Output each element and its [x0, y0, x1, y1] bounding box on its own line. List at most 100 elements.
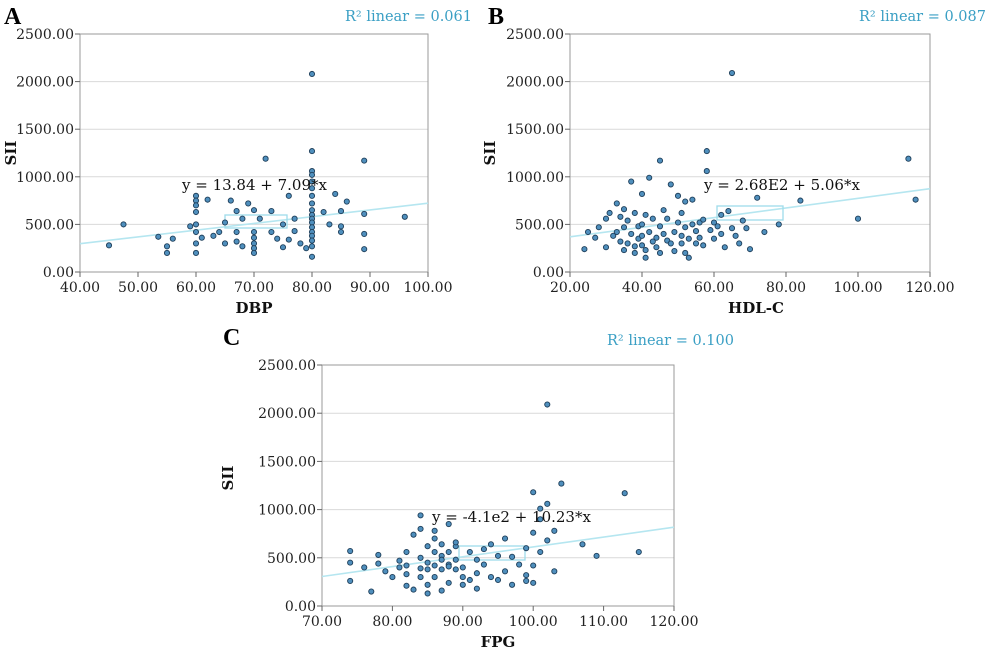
data-point	[537, 516, 544, 523]
data-point	[660, 207, 667, 214]
data-point	[192, 249, 200, 257]
data-point	[494, 576, 502, 584]
data-point	[382, 568, 389, 575]
data-point	[624, 217, 631, 224]
data-point	[494, 552, 502, 559]
data-point	[192, 202, 200, 209]
x-tick-label: 70.00	[302, 614, 342, 630]
data-point	[530, 579, 537, 586]
data-point	[642, 254, 649, 261]
data-point	[523, 572, 530, 579]
data-point	[375, 560, 382, 567]
x-tick-label: 80.00	[292, 280, 332, 296]
data-point	[445, 563, 452, 570]
data-point	[291, 215, 298, 222]
data-point	[689, 196, 696, 203]
y-tick-label: 2500.00	[258, 358, 316, 374]
data-point	[256, 215, 263, 222]
data-point	[736, 240, 743, 247]
data-point	[210, 232, 217, 239]
data-point	[718, 211, 725, 218]
data-point	[297, 240, 304, 247]
data-point	[692, 228, 700, 235]
data-point	[361, 210, 368, 217]
data-point	[516, 561, 523, 568]
data-point	[466, 548, 473, 556]
data-point	[403, 562, 410, 569]
data-point	[638, 242, 646, 249]
data-point	[274, 235, 281, 242]
data-point	[250, 207, 258, 214]
data-point	[700, 242, 707, 249]
data-point	[403, 582, 410, 589]
data-point	[537, 548, 544, 556]
data-point	[403, 571, 410, 578]
data-point	[480, 546, 487, 553]
x-tick-label: 50.00	[118, 280, 158, 296]
data-point	[308, 237, 316, 244]
data-point	[417, 554, 424, 561]
data-point	[487, 574, 495, 581]
scatter-panel-b: B R² linear = 0.087 y = 2.68E2 + 5.06*x …	[481, 4, 986, 317]
data-point	[417, 565, 424, 572]
data-point	[703, 148, 710, 155]
y-tick-label: 0.00	[533, 265, 564, 281]
data-point	[308, 70, 316, 78]
data-point	[682, 224, 689, 231]
data-point	[424, 590, 431, 597]
x-tick-label: 120.00	[650, 614, 699, 630]
data-point	[501, 535, 509, 542]
data-point	[480, 561, 487, 568]
data-point	[710, 235, 718, 242]
data-point	[638, 221, 646, 228]
data-point	[233, 238, 240, 245]
data-point	[660, 230, 667, 237]
fit-line	[79, 202, 429, 245]
x-tick-label: 40.00	[622, 280, 662, 296]
data-point	[624, 240, 631, 247]
data-point	[233, 208, 240, 215]
data-point	[775, 221, 782, 228]
data-point	[368, 588, 375, 595]
data-point	[268, 208, 275, 215]
scatter-panel-c: C R² linear = 0.100 y = -4.1e2 + 10.23*x…	[219, 325, 734, 650]
data-point	[192, 208, 200, 216]
data-point	[682, 249, 689, 257]
data-point	[638, 190, 646, 197]
data-point	[678, 232, 685, 239]
data-point	[438, 556, 445, 563]
regression-line	[79, 202, 429, 245]
panel-label: C	[223, 325, 240, 351]
x-axis-ticks: 40.00 50.00 60.00 70.00 80.00 90.00 100.00	[60, 272, 453, 296]
data-point	[361, 564, 368, 571]
data-point	[410, 586, 417, 593]
r2-label: R² linear = 0.061	[345, 9, 472, 25]
data-point	[361, 230, 368, 237]
data-point	[347, 559, 354, 566]
data-point	[581, 246, 588, 253]
y-tick-label: 1000.00	[258, 503, 316, 519]
equation-box	[716, 205, 784, 221]
panel-label: A	[4, 4, 22, 30]
data-point	[424, 559, 431, 566]
data-point	[239, 215, 246, 222]
x-tick-label: 90.00	[350, 280, 390, 296]
x-axis-title: FPG	[481, 633, 516, 650]
data-point	[452, 566, 459, 573]
y-tick-label: 2000.00	[506, 75, 564, 91]
data-point	[642, 247, 649, 254]
data-point	[361, 157, 368, 164]
data-point	[308, 200, 316, 207]
data-point	[337, 223, 345, 230]
data-point	[332, 190, 339, 197]
data-point	[649, 215, 656, 222]
data-point	[303, 245, 310, 252]
equation-label: y = 2.68E2 + 5.06*x	[703, 176, 860, 194]
y-tick-label: 1500.00	[258, 454, 316, 470]
data-point	[579, 541, 586, 548]
data-point	[192, 240, 200, 247]
y-axis-ticks: 0.00 500.00 1000.00 1500.00 2000.00 2500.00	[258, 358, 322, 615]
data-point	[628, 178, 635, 185]
data-point	[326, 221, 333, 228]
x-tick-label: 100.00	[834, 280, 883, 296]
